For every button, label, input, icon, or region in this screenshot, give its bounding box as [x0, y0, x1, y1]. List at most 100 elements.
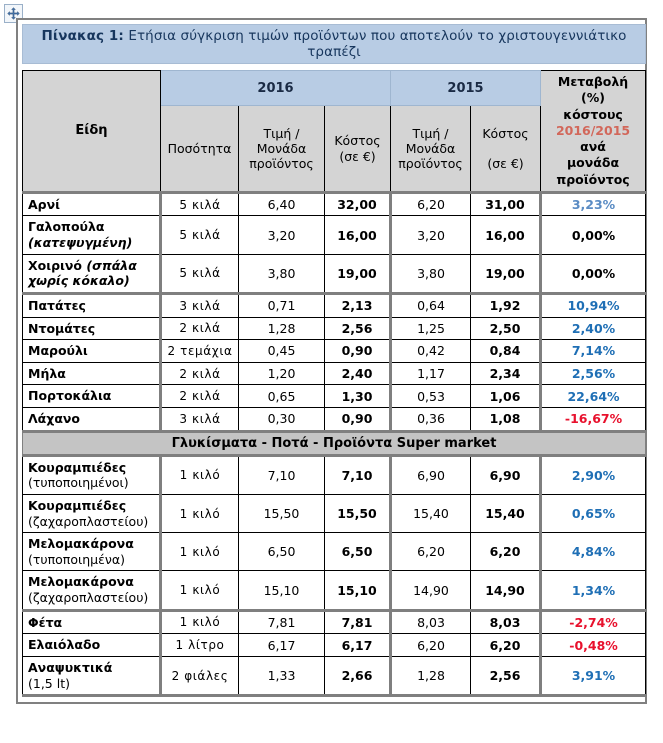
item-name: Γαλοπούλα	[28, 219, 105, 235]
item-subtitle: (τυποποιημένα)	[28, 551, 125, 567]
spacer-cell	[23, 64, 646, 71]
cell-cost-2015: 31,00	[470, 190, 541, 217]
cell-price-2016: 0,30	[238, 407, 325, 433]
cell-price-2016: 1,28	[238, 316, 325, 341]
header-cost-l1: Κόστος	[334, 133, 381, 149]
table-row: Χοιρινό (σπάλα χωρίς κόκαλο) 5 κιλά 3,80 19…	[22, 253, 647, 295]
header-price-unit-l1: Τιμή /	[263, 125, 300, 141]
header-change-line2: κόστους	[563, 106, 623, 122]
cell-change-pct: -2,74%	[538, 608, 647, 635]
table-row: Κουραμπιέδες (τυποποιημένοι) 1 κιλό 7,10 7,1…	[22, 453, 647, 495]
cell-item-name: Ντομάτες	[22, 316, 161, 341]
cell-change-pct: 0,65%	[538, 493, 647, 534]
price-comparison-table: Πίνακας 1: Ετήσια σύγκριση τιμών προϊόντ…	[16, 18, 647, 705]
cell-cost-2015: 19,00	[470, 253, 541, 295]
cell-cost-2016: 19,00	[324, 253, 391, 295]
cell-cost-2016: 7,10	[324, 453, 391, 495]
cell-quantity: 5 κιλά	[159, 215, 239, 255]
cell-cost-2015: 8,03	[470, 608, 541, 635]
cell-item-name: Λάχανο	[22, 407, 161, 433]
cell-change-pct: 3,91%	[538, 655, 647, 698]
cell-item-name: Αρνί	[22, 190, 161, 217]
cell-cost-2015: 14,90	[470, 570, 541, 612]
cell-quantity: 2 τεμάχια	[159, 339, 239, 363]
cell-item-name: Μελομακάρονα (ζαχαροπλαστείου)	[22, 570, 161, 612]
cell-cost-2016: 32,00	[324, 190, 391, 217]
item-subtitle: (ζαχαροπλαστείου)	[28, 513, 149, 529]
cell-cost-2015: 1,08	[470, 407, 541, 433]
cell-cost-2016: 1,30	[324, 384, 391, 408]
cell-item-name: Αναψυκτικά (1,5 lt)	[22, 655, 161, 698]
table-title-label: Πίνακας 1:	[41, 28, 124, 44]
table-row: Λάχανο 3 κιλά 0,30 0,90 0,36 1,08 -16,67%	[22, 407, 647, 433]
cell-cost-2016: 2,56	[324, 316, 391, 341]
cell-price-2015: 6,20	[389, 190, 471, 217]
table-row: Μελομακάρονα (τυποποιημένα) 1 κιλό 6,50 6,50…	[22, 532, 647, 572]
item-name: Αρνί	[28, 196, 61, 212]
cell-cost-2015: 2,34	[470, 361, 541, 386]
cell-price-2015: 1,25	[389, 316, 471, 341]
item-subtitle: (κατεψυγμένη)	[28, 235, 133, 250]
cell-quantity: 3 κιλά	[159, 407, 239, 433]
header-change-line4: μονάδα	[566, 155, 620, 171]
cell-quantity: 1 κιλό	[159, 608, 239, 635]
table-row: Ελαιόλαδο 1 λίτρο 6,17 6,17 6,20 6,20 -0,48%	[22, 633, 647, 657]
header-cost-2015-l2: (σε €)	[487, 156, 524, 172]
cell-price-2016: 0,45	[238, 339, 325, 363]
header-change-line1: Μεταβολή (%)	[557, 74, 629, 106]
cell-change-pct: -0,48%	[538, 633, 647, 657]
cell-change-pct: 2,40%	[538, 316, 647, 341]
cell-quantity: 2 φιάλες	[159, 655, 239, 698]
cell-cost-2016: 15,10	[324, 570, 391, 612]
header-sub-row: Ποσότητα Τιμή / Μονάδα προϊόντος Κόστος …	[23, 105, 646, 193]
item-name: Μελομακάρονα	[28, 574, 134, 590]
item-name: Λάχανο	[28, 411, 81, 426]
cell-quantity: 1 κιλό	[159, 493, 239, 534]
table: Πίνακας 1: Ετήσια σύγκριση τιμών προϊόντ…	[21, 24, 647, 698]
header-price-unit-l2: Μονάδα	[256, 140, 307, 156]
header-year-2015: 2015	[390, 69, 541, 107]
table-row: Αρνί 5 κιλά 6,40 32,00 6,20 31,00 3,23%	[22, 190, 647, 217]
cell-cost-2016: 6,17	[324, 633, 391, 657]
title-spacer	[23, 64, 646, 71]
cell-item-name: Μαρούλι	[22, 339, 161, 363]
header-quantity: Ποσότητα	[160, 105, 239, 193]
cell-cost-2015: 2,56	[470, 655, 541, 698]
table-row: Αναψυκτικά (1,5 lt) 2 φιάλες 1,33 2,66 1,28 2,…	[22, 655, 647, 698]
cell-cost-2016: 0,90	[324, 339, 391, 363]
cell-price-2015: 0,64	[389, 291, 471, 318]
cell-price-2015: 1,28	[389, 655, 471, 698]
cell-quantity: 2 κιλά	[159, 316, 239, 341]
cell-price-2015: 14,90	[389, 570, 471, 612]
cell-price-2016: 0,65	[238, 384, 325, 408]
header-price-unit-2015: Τιμή / Μονάδα προϊόντος	[390, 105, 471, 193]
table-row: Μελομακάρονα (ζαχαροπλαστείου) 1 κιλό 15,10…	[22, 570, 647, 612]
cell-quantity: 1 λίτρο	[159, 633, 239, 657]
cell-cost-2016: 16,00	[324, 215, 391, 255]
cell-item-name: Γαλοπούλα (κατεψυγμένη)	[22, 215, 161, 255]
item-subtitle: (ζαχαροπλαστείου)	[28, 590, 149, 605]
cell-cost-2015: 16,00	[470, 215, 541, 255]
table-body: Πίνακας 1: Ετήσια σύγκριση τιμών προϊόντ…	[21, 24, 647, 698]
table-row: Ντομάτες 2 κιλά 1,28 2,56 1,25 2,50 2,40%	[22, 316, 647, 341]
item-subtitle: (σπάλα χωρίς κόκαλο)	[28, 257, 137, 289]
item-name: Πατάτες	[28, 297, 86, 313]
header-price-unit-l3: προϊόντος	[249, 156, 314, 172]
table-row: Μαρούλι 2 τεμάχια 0,45 0,90 0,42 0,84 7,14%	[22, 339, 647, 363]
header-cost-2015-l1: Κόστος	[482, 125, 529, 141]
header-change-line5: προϊόντος	[556, 171, 630, 187]
cell-cost-2016: 2,66	[324, 655, 391, 698]
cell-price-2015: 3,20	[389, 215, 471, 255]
header-year-row: Είδη 2016 2015 Μεταβολή (%) κόστους 2016…	[22, 69, 647, 193]
header-change-years: 2016/2015	[555, 122, 631, 138]
cell-price-2016: 15,10	[238, 570, 325, 612]
cell-change-pct: 2,56%	[538, 361, 647, 386]
cell-quantity: 5 κιλά	[159, 190, 239, 217]
item-name: Κουραμπιέδες	[28, 497, 127, 513]
cell-price-2015: 1,17	[389, 361, 471, 386]
cell-price-2016: 0,71	[238, 291, 325, 318]
cell-change-pct: 7,14%	[538, 339, 647, 363]
cell-price-2016: 3,20	[238, 215, 325, 255]
cell-price-2016: 1,20	[238, 361, 325, 386]
item-name: Μήλα	[28, 365, 66, 381]
